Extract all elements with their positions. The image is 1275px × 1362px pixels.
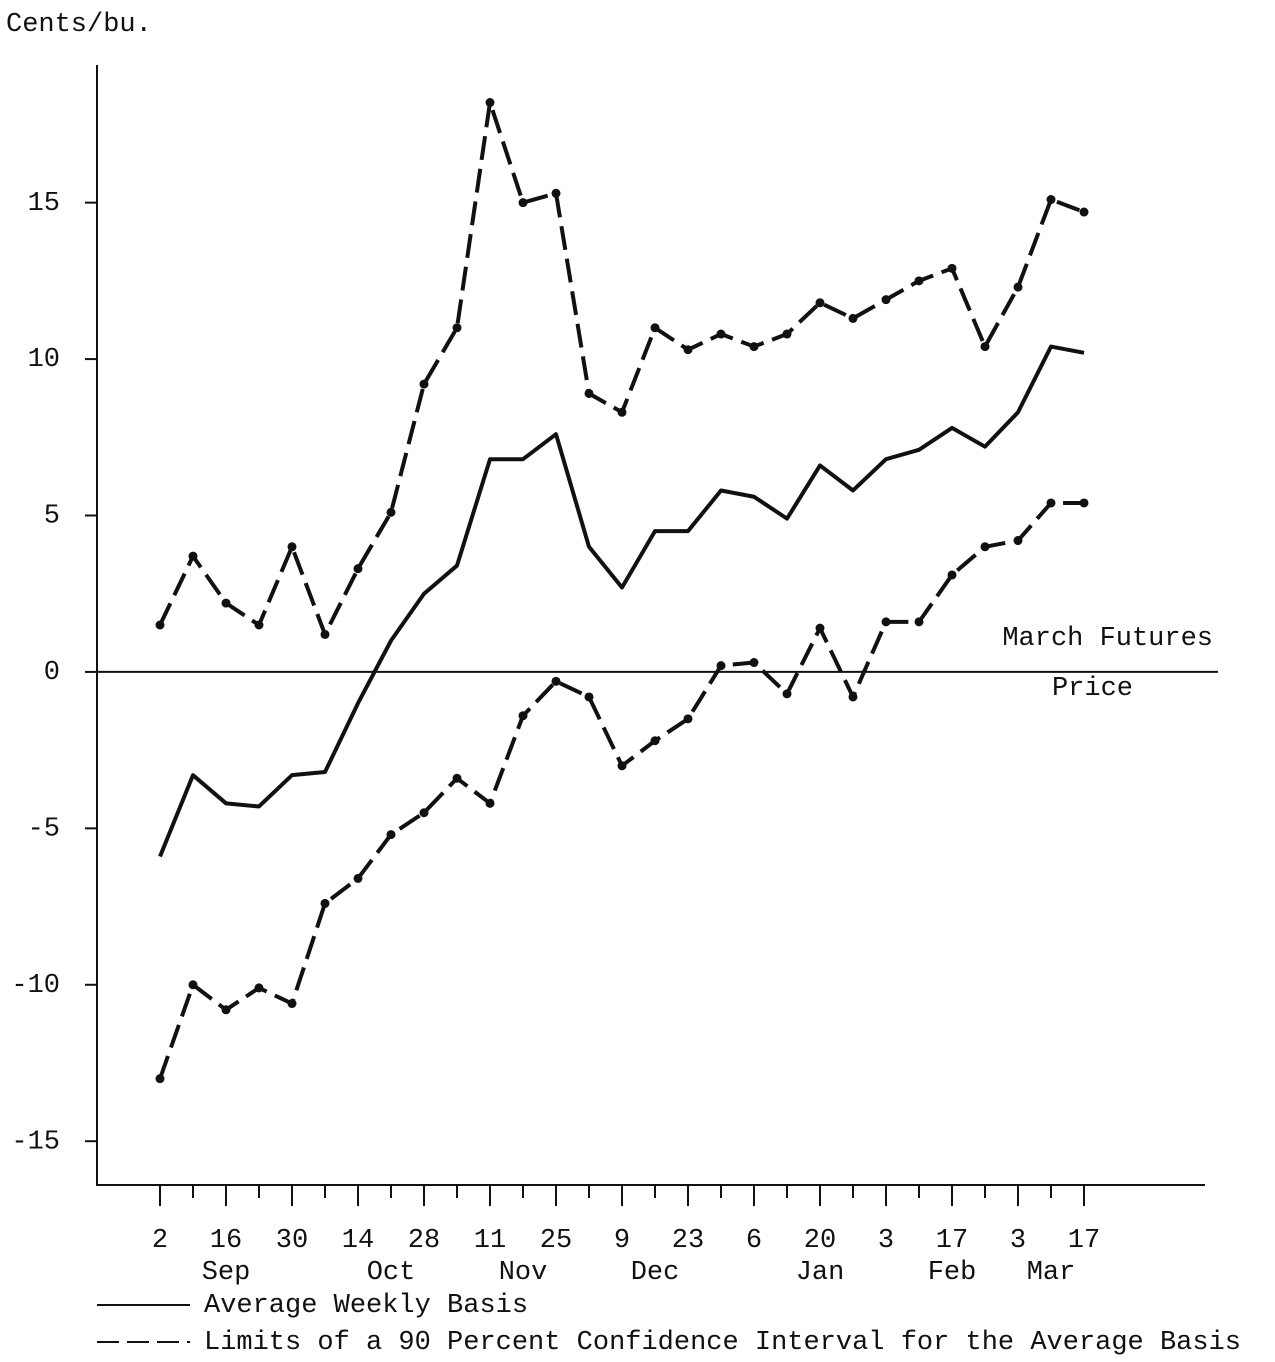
point — [617, 407, 627, 417]
legend-label: Average Weekly Basis — [204, 1291, 528, 1321]
point — [980, 342, 990, 352]
point — [551, 676, 561, 686]
month-label: Nov — [499, 1258, 548, 1288]
point — [749, 342, 759, 352]
point — [584, 692, 594, 702]
x-tick-label: 17 — [1068, 1226, 1100, 1256]
point — [1046, 498, 1056, 508]
point — [551, 188, 561, 198]
x-tick-label: 2 — [152, 1226, 168, 1256]
x-tick-label: 25 — [540, 1226, 572, 1256]
x-tick-label: 14 — [342, 1226, 374, 1256]
point — [914, 617, 924, 627]
point — [584, 388, 594, 398]
reference-label: Price — [1052, 674, 1133, 704]
point — [287, 542, 297, 552]
point — [518, 198, 528, 208]
x-tick-label: 6 — [746, 1226, 762, 1256]
month-label: Feb — [928, 1258, 977, 1288]
point — [452, 323, 462, 333]
y-axis-label: Cents/bu. — [6, 10, 152, 40]
month-label: Jan — [796, 1258, 845, 1288]
point — [155, 620, 165, 630]
point — [716, 661, 726, 671]
x-tick-label: 20 — [804, 1226, 836, 1256]
month-label: Dec — [631, 1258, 680, 1288]
point — [1013, 282, 1023, 292]
series-line — [158, 344, 1085, 858]
point — [848, 313, 858, 323]
x-tick-label: 30 — [276, 1226, 308, 1256]
point — [1046, 195, 1056, 205]
point — [650, 323, 660, 333]
point — [386, 507, 396, 517]
x-tick-label: 16 — [210, 1226, 242, 1256]
month-label: Oct — [367, 1258, 416, 1288]
point — [188, 980, 198, 990]
point — [353, 564, 363, 574]
point — [947, 263, 957, 273]
point — [1013, 536, 1023, 546]
point — [683, 345, 693, 355]
point — [221, 598, 231, 608]
y-tick-label: 10 — [28, 345, 60, 375]
point — [881, 295, 891, 305]
point — [1079, 207, 1089, 217]
point — [320, 629, 330, 639]
point — [485, 798, 495, 808]
point — [155, 1074, 165, 1084]
x-tick-label: 11 — [474, 1226, 506, 1256]
point — [749, 658, 759, 668]
limit-line — [158, 100, 1085, 637]
y-tick-label: -15 — [11, 1127, 60, 1157]
point — [254, 620, 264, 630]
point — [782, 329, 792, 339]
point — [419, 808, 429, 818]
point — [1079, 498, 1089, 508]
y-tick-label: 15 — [28, 189, 60, 219]
x-tick-label: 28 — [408, 1226, 440, 1256]
point — [650, 736, 660, 746]
point — [980, 542, 990, 552]
x-tick-label: 3 — [1010, 1226, 1026, 1256]
x-tick-label: 17 — [936, 1226, 968, 1256]
y-tick-label: -5 — [28, 814, 60, 844]
x-tick-label: 9 — [614, 1226, 630, 1256]
legend-label: Limits of a 90 Percent Confidence Interv… — [204, 1328, 1241, 1358]
point — [815, 623, 825, 633]
point — [881, 617, 891, 627]
y-tick-label: 0 — [44, 658, 60, 688]
point — [320, 898, 330, 908]
point — [221, 1005, 231, 1015]
point — [716, 329, 726, 339]
y-tick-label: -10 — [11, 971, 60, 1001]
month-label: Mar — [1027, 1258, 1076, 1288]
point — [254, 983, 264, 993]
point — [914, 276, 924, 286]
point — [386, 830, 396, 840]
point — [419, 379, 429, 389]
point — [485, 98, 495, 108]
point — [815, 298, 825, 308]
y-tick-label: 5 — [44, 502, 60, 532]
point — [287, 999, 297, 1009]
x-tick-label: 23 — [672, 1226, 704, 1256]
point — [947, 570, 957, 580]
point — [683, 714, 693, 724]
point — [518, 711, 528, 721]
month-label: Sep — [202, 1258, 251, 1288]
point — [188, 551, 198, 561]
point — [617, 761, 627, 771]
point — [353, 873, 363, 883]
point — [782, 689, 792, 699]
reference-label: March Futures — [1002, 624, 1213, 654]
point — [452, 773, 462, 783]
x-tick-label: 3 — [878, 1226, 894, 1256]
point — [848, 692, 858, 702]
